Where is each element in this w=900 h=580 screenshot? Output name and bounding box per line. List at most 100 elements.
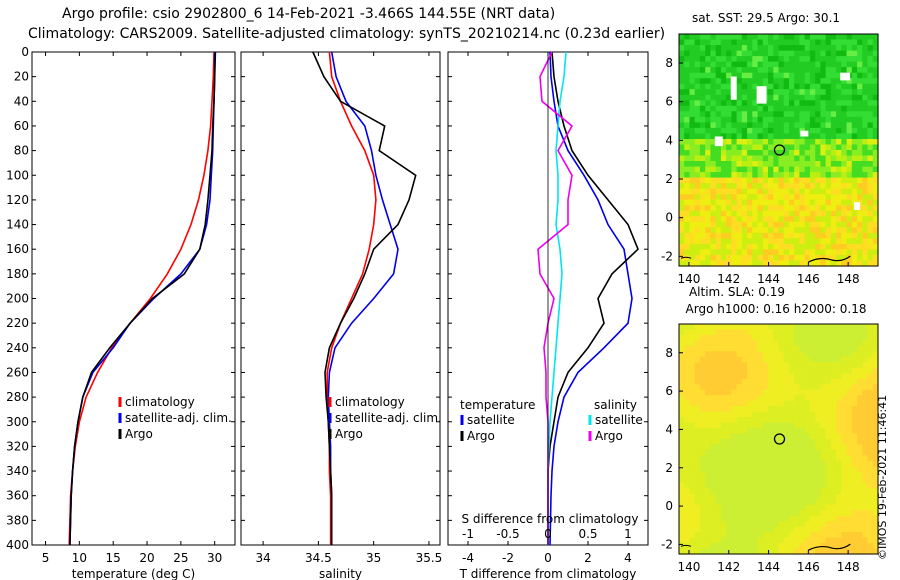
map-cell (736, 221, 743, 228)
map-cell (731, 150, 738, 157)
map-cell (747, 155, 753, 162)
map-cell (694, 172, 701, 179)
map-cell (736, 450, 743, 457)
map-cell (783, 205, 790, 212)
map-cell (809, 422, 816, 429)
map-cell (689, 232, 696, 239)
map-cell (736, 232, 743, 239)
map-cell (679, 249, 685, 256)
map-cell (789, 255, 795, 262)
map-cell (715, 221, 722, 228)
map-cell (857, 384, 863, 391)
map-cell (794, 329, 800, 336)
map-cell (789, 172, 795, 179)
map-cell (705, 127, 711, 134)
sla-map-subtitle: Argo h1000: 0.16 h2000: 0.18 (686, 302, 867, 316)
map-cell (699, 488, 706, 495)
map-cell (757, 221, 764, 228)
map-cell (731, 422, 738, 429)
map-cell (768, 389, 774, 396)
map-cell (689, 362, 696, 369)
map-cell (726, 127, 732, 134)
map-cell (857, 260, 863, 267)
map-cell (789, 455, 795, 462)
map-cell (846, 439, 853, 446)
map-cell (789, 166, 795, 173)
map-cell (815, 210, 821, 217)
map-cell (857, 210, 863, 217)
map-cell (867, 521, 874, 528)
map-cell (825, 488, 832, 495)
map-cell (862, 260, 869, 267)
map-cell (862, 243, 869, 250)
map-cell (705, 515, 711, 522)
map-cell (778, 232, 785, 239)
map-cell (778, 477, 785, 484)
map-cell (684, 444, 690, 451)
figure-title-line1: Argo profile: csio 2902800_6 14-Feb-2021… (62, 6, 556, 22)
map-cell (867, 526, 874, 533)
map-cell (741, 127, 748, 134)
map-cell (778, 100, 785, 107)
map-cell (705, 150, 711, 157)
map-cell (799, 194, 806, 201)
map-cell (768, 493, 774, 500)
map-cell (846, 378, 853, 385)
map-cell (689, 45, 696, 52)
map-cell (825, 255, 832, 262)
map-cell (679, 89, 685, 96)
map-cell (741, 94, 748, 101)
map-cell (830, 460, 837, 467)
map-cell (794, 378, 800, 385)
map-cell (747, 227, 753, 234)
map-cell (679, 199, 685, 206)
map-cell (699, 504, 706, 511)
map-cell (715, 324, 722, 331)
map-cell (699, 127, 706, 134)
map-cell (778, 471, 785, 478)
map-cell (815, 356, 821, 363)
map-cell (778, 444, 785, 451)
map-cell (789, 471, 795, 478)
map-cell (836, 504, 842, 511)
map-cell (741, 111, 748, 118)
map-cell (731, 116, 738, 123)
map-cell (726, 367, 732, 374)
map-cell (747, 548, 753, 555)
map-cell (862, 216, 869, 223)
map-cell (689, 221, 696, 228)
map-cell (778, 78, 785, 85)
map-cell (857, 255, 863, 262)
map-cell (710, 510, 717, 517)
map-cell (741, 199, 748, 206)
map-cell (726, 532, 732, 539)
map-cell (815, 378, 821, 385)
map-cell (773, 324, 780, 331)
map-cell (857, 78, 863, 85)
map-cell (699, 340, 706, 347)
map-cell (851, 172, 858, 179)
map-cell (846, 166, 853, 173)
map-cell (867, 255, 874, 262)
map-cell (794, 260, 800, 267)
map-cell (804, 455, 811, 462)
map-cell (857, 94, 863, 101)
map-cell (841, 329, 848, 336)
map-cell (736, 444, 743, 451)
map-cell (679, 521, 685, 528)
map-cell (794, 356, 800, 363)
map-cell (762, 499, 769, 506)
map-cell (851, 105, 858, 112)
y-tick-label: 260 (6, 365, 29, 379)
map-cell (715, 471, 722, 478)
map-cell (720, 78, 727, 85)
map-cell (783, 329, 790, 336)
map-cell (726, 111, 732, 118)
map-cell (689, 111, 696, 118)
map-cell (694, 406, 701, 413)
map-cell (679, 466, 685, 473)
map-cell (741, 67, 748, 74)
map-cell (762, 161, 769, 168)
map-cell (694, 45, 701, 52)
map-cell (741, 122, 748, 129)
